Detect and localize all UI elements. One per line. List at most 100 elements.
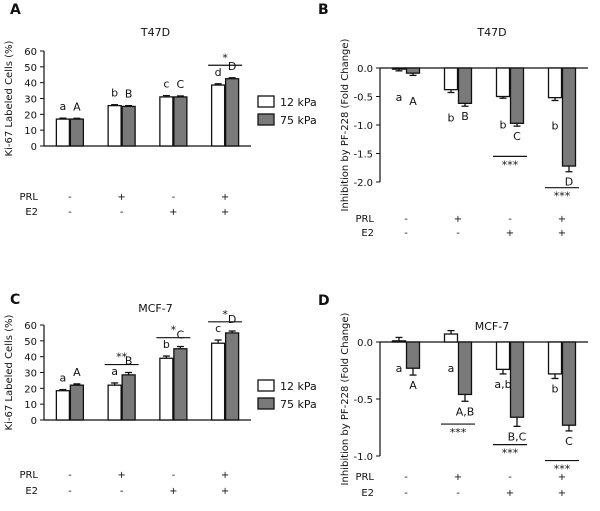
- significance-letter: a,b: [494, 378, 511, 391]
- treatment-sign: -: [68, 470, 72, 481]
- treatment-sign: +: [221, 470, 229, 481]
- significance-letter: A: [409, 95, 417, 108]
- treatment-sign: +: [558, 214, 566, 225]
- bar: [391, 340, 407, 343]
- row-label-prl: PRL: [355, 214, 374, 225]
- significance-stars: **: [116, 351, 128, 364]
- treatment-sign: +: [454, 472, 462, 483]
- bar: [547, 67, 563, 99]
- panel-C: C MCF-7 0 10 20 30 40 50 60 Ki-67 Labeled Cells (…: [4, 292, 317, 497]
- significance-letter: a: [60, 100, 67, 113]
- significance-letter: b: [552, 120, 559, 133]
- significance-letter: B: [125, 355, 133, 368]
- significance-stars: ***: [554, 190, 571, 203]
- bar: [69, 384, 85, 421]
- treatment-sign: +: [221, 207, 229, 218]
- row-label-e2: E2: [361, 488, 374, 499]
- y-tick-label: 60: [24, 321, 37, 332]
- treatment-sign: +: [454, 214, 462, 225]
- y-axis-label: Inhibition by PF-228 (Fold Change): [340, 312, 351, 485]
- bar: [159, 96, 174, 147]
- bar: [121, 374, 136, 421]
- significance-letter: a: [396, 91, 403, 104]
- significance-letter: A: [73, 366, 81, 379]
- bar: [173, 96, 188, 147]
- significance-letter: C: [565, 435, 573, 448]
- significance-letter: d: [215, 66, 222, 79]
- chart-title: T47D: [140, 26, 170, 39]
- bar: [547, 341, 563, 375]
- y-tick-label: -1.0: [353, 121, 373, 132]
- y-axis-label: Ki-67 Labeled Cells (%): [4, 314, 15, 430]
- significance-letter: B,C: [508, 430, 527, 443]
- legend-swatch: [257, 397, 275, 410]
- y-tick-label: 40: [24, 353, 37, 364]
- bar: [457, 341, 473, 396]
- significance-stars: ***: [450, 426, 467, 439]
- legend-label: 12 kPa: [280, 96, 317, 109]
- y-tick-label: 60: [24, 47, 37, 58]
- treatment-sign: -: [68, 486, 72, 497]
- bar: [210, 84, 226, 147]
- significance-letter: A,B: [456, 405, 475, 418]
- legend-label: 75 kPa: [280, 398, 317, 411]
- significance-letter: A: [409, 379, 417, 392]
- bar: [107, 104, 122, 147]
- significance-stars: *: [222, 51, 228, 64]
- treatment-sign: +: [117, 470, 125, 481]
- bar: [405, 341, 421, 369]
- bar: [391, 67, 407, 70]
- significance-letter: b: [448, 112, 455, 125]
- treatment-sign: +: [558, 488, 566, 499]
- treatment-sign: -: [508, 214, 512, 225]
- treatment-sign: +: [221, 192, 229, 203]
- treatment-sign: -: [120, 486, 124, 497]
- row-label-e2: E2: [25, 207, 38, 218]
- treatment-sign: +: [558, 228, 566, 239]
- treatment-sign: +: [169, 486, 177, 497]
- bar: [159, 357, 174, 421]
- treatment-sign: -: [404, 228, 408, 239]
- treatment-sign: -: [172, 192, 176, 203]
- y-tick-label: 30: [24, 369, 37, 380]
- row-label-e2: E2: [25, 486, 38, 497]
- bar: [561, 341, 577, 426]
- y-tick-label: 0: [31, 416, 37, 427]
- treatment-sign: +: [169, 207, 177, 218]
- bar: [55, 118, 71, 147]
- treatment-sign: -: [120, 207, 124, 218]
- row-label-prl: PRL: [19, 192, 38, 203]
- y-tick-label: 50: [24, 63, 37, 74]
- significance-letter: a: [60, 372, 67, 385]
- significance-letter: a: [396, 362, 403, 375]
- y-tick-label: 0: [31, 142, 37, 153]
- panel-A: A T47D 0 10 20 30 40 50 60 Ki-67 Labeled Cells (%…: [4, 2, 317, 218]
- row-label-e2: E2: [361, 228, 374, 239]
- y-tick-label: -1.5: [353, 150, 373, 161]
- significance-letter: c: [163, 78, 169, 91]
- chart-title: MCF-7: [138, 302, 172, 315]
- chart-title: T47D: [476, 26, 506, 39]
- significance-stars: *: [171, 324, 177, 337]
- bar: [495, 67, 511, 98]
- y-tick-label: 20: [24, 110, 37, 121]
- treatment-sign: -: [68, 192, 72, 203]
- row-label-prl: PRL: [19, 470, 38, 481]
- significance-stars: ***: [502, 447, 519, 460]
- panel-letter: B: [318, 2, 329, 18]
- y-tick-label: 30: [24, 95, 37, 106]
- treatment-sign: -: [172, 470, 176, 481]
- legend-label: 12 kPa: [280, 380, 317, 393]
- y-tick-label: 10: [24, 126, 37, 137]
- treatment-sign: +: [506, 228, 514, 239]
- treatment-sign: -: [404, 214, 408, 225]
- legend-swatch: [257, 95, 275, 108]
- significance-letter: C: [177, 78, 185, 91]
- treatment-sign: -: [508, 472, 512, 483]
- bar: [509, 341, 525, 418]
- significance-letter: a: [111, 365, 118, 378]
- treatment-sign: +: [221, 486, 229, 497]
- significance-letter: B: [125, 88, 133, 101]
